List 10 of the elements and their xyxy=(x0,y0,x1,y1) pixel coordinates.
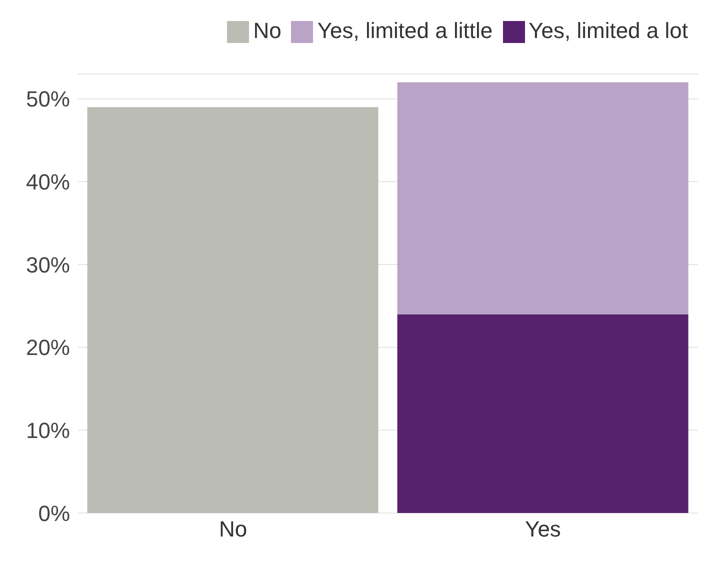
y-tick-label: 20% xyxy=(26,335,70,360)
y-tick-label: 0% xyxy=(38,500,70,526)
y-tick-label: 50% xyxy=(26,86,70,112)
y-tick-label: 10% xyxy=(26,418,70,443)
x-tick-label: Yes xyxy=(525,516,561,542)
legend-label: Yes, limited a little xyxy=(317,18,493,43)
y-tick-label: 30% xyxy=(26,252,70,278)
legend-label: No xyxy=(253,18,282,43)
legend-label: Yes, limited a lot xyxy=(528,18,688,43)
y-tick-label: 40% xyxy=(26,169,70,194)
